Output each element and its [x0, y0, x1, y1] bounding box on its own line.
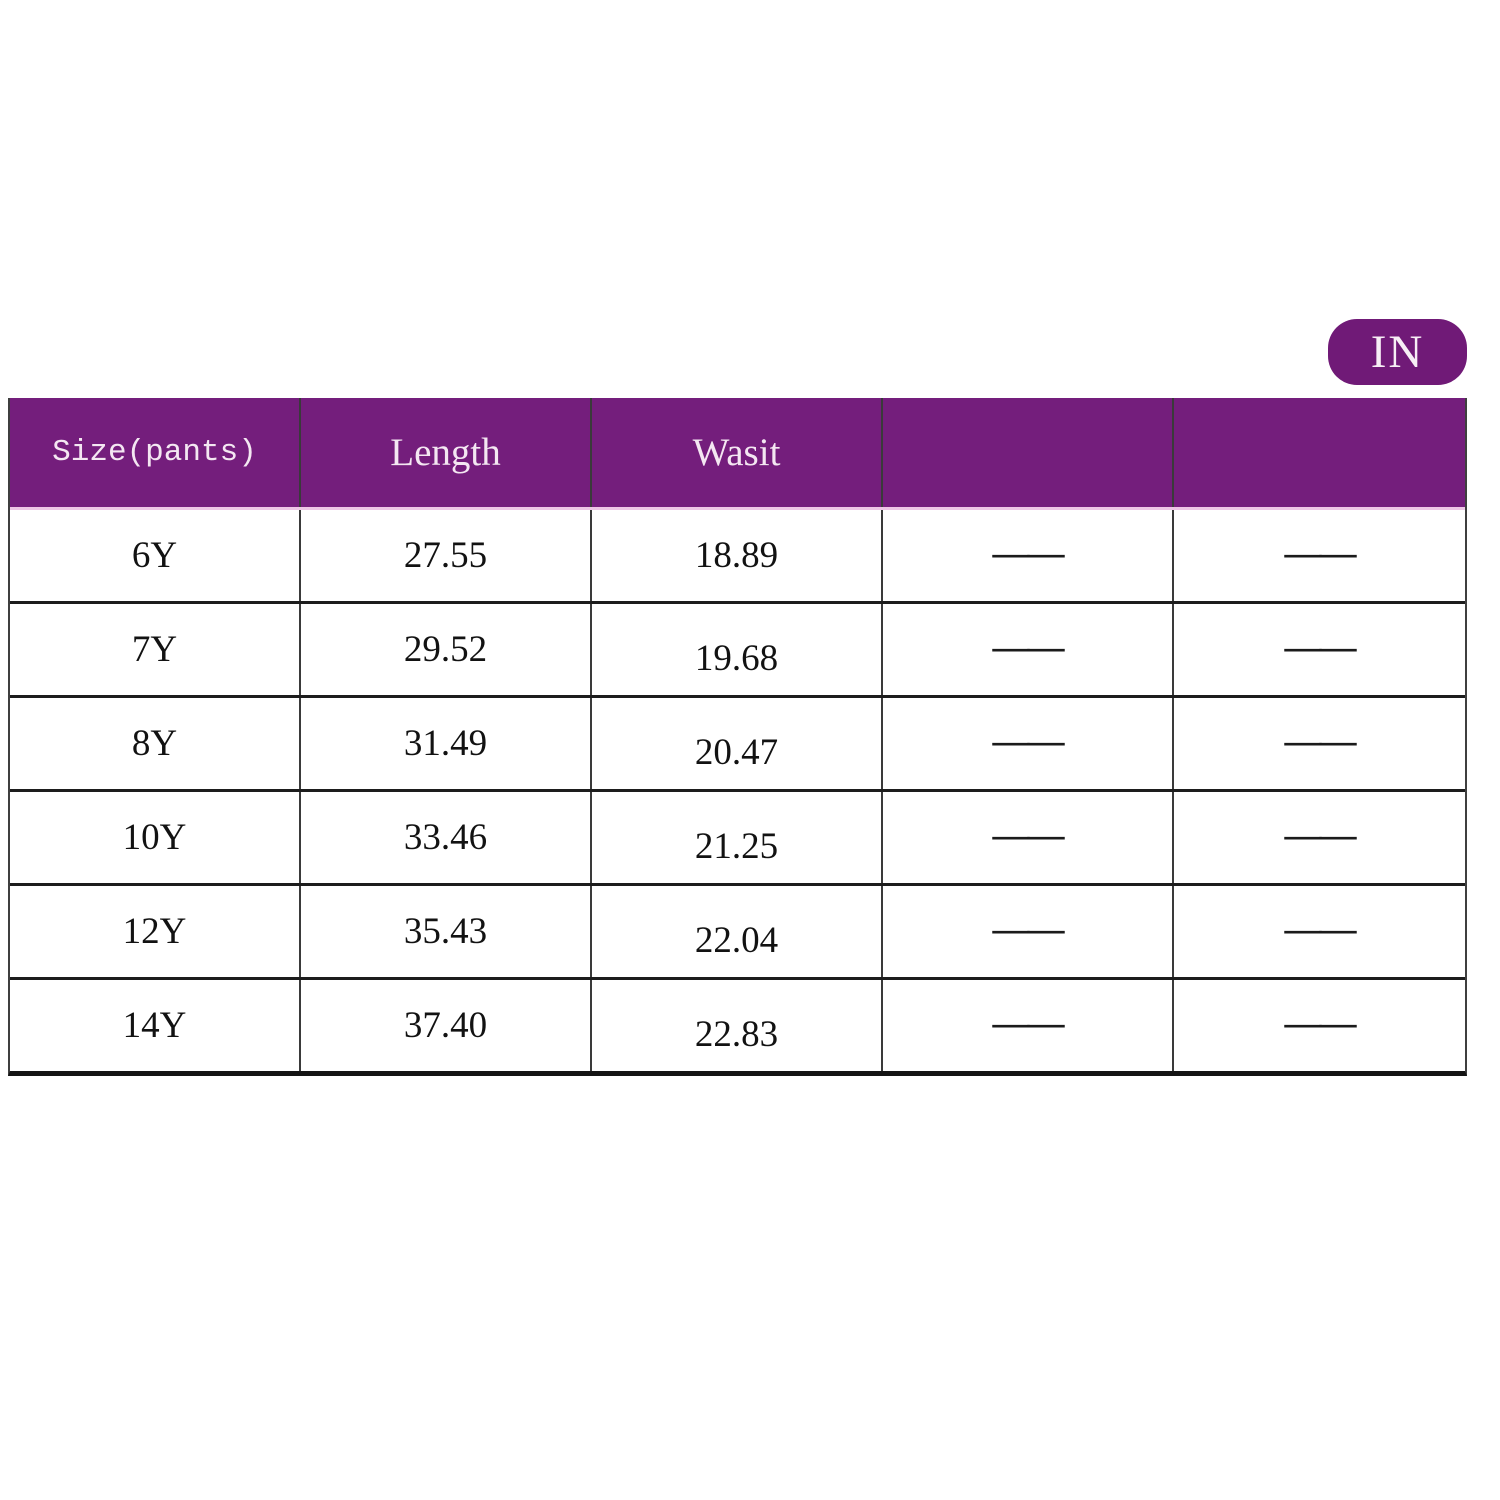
dash-line: ——: [1284, 627, 1357, 668]
dash-line: ——: [992, 909, 1065, 950]
dash-line: ——: [1284, 815, 1357, 856]
table-row: 12Y 35.43 22.04 —— ——: [10, 886, 1465, 980]
header-length-label: Length: [390, 431, 501, 474]
dash-line: ——: [992, 1003, 1065, 1044]
dash-line: ——: [1284, 1003, 1357, 1044]
table-row: 10Y 33.46 21.25 —— ——: [10, 792, 1465, 886]
size-cell: 6Y: [10, 510, 301, 601]
waist-cell: 22.04: [592, 886, 883, 977]
blank-cell-2: ——: [1174, 604, 1465, 695]
blank-cell-2: ——: [1174, 886, 1465, 977]
dash-line: ——: [1284, 533, 1357, 574]
dash-line: ——: [992, 627, 1065, 668]
size-cell: 10Y: [10, 792, 301, 883]
waist-cell: 19.68: [592, 604, 883, 695]
header-cell-size: Size(pants): [10, 398, 301, 507]
blank-cell-1: ——: [883, 980, 1174, 1071]
table-row: 6Y 27.55 18.89 —— ——: [10, 510, 1465, 604]
blank-cell-1: ——: [883, 698, 1174, 789]
length-cell: 33.46: [301, 792, 592, 883]
table-row: 7Y 29.52 19.68 —— ——: [10, 604, 1465, 698]
waist-cell: 22.83: [592, 980, 883, 1071]
blank-cell-1: ——: [883, 604, 1174, 695]
length-cell: 35.43: [301, 886, 592, 977]
size-cell: 12Y: [10, 886, 301, 977]
length-cell: 37.40: [301, 980, 592, 1071]
length-cell: 27.55: [301, 510, 592, 601]
header-cell-blank-1: [883, 398, 1174, 507]
unit-badge-label: IN: [1370, 326, 1425, 378]
header-cell-waist: Wasit: [592, 398, 883, 507]
size-cell: 8Y: [10, 698, 301, 789]
blank-cell-2: ——: [1174, 980, 1465, 1071]
header-cell-length: Length: [301, 398, 592, 507]
dash-line: ——: [992, 533, 1065, 574]
header-size-label: Size(pants): [52, 435, 257, 470]
blank-cell-2: ——: [1174, 792, 1465, 883]
header-cell-blank-2: [1174, 398, 1465, 507]
blank-cell-2: ——: [1174, 698, 1465, 789]
waist-cell: 20.47: [592, 698, 883, 789]
unit-badge: IN: [1328, 319, 1467, 385]
size-chart-table: Size(pants) Length Wasit 6Y 27.55 18.89 …: [8, 398, 1467, 1076]
length-cell: 29.52: [301, 604, 592, 695]
blank-cell-2: ——: [1174, 510, 1465, 601]
waist-cell: 18.89: [592, 510, 883, 601]
length-cell: 31.49: [301, 698, 592, 789]
blank-cell-1: ——: [883, 510, 1174, 601]
dash-line: ——: [1284, 909, 1357, 950]
dash-line: ——: [1284, 721, 1357, 762]
blank-cell-1: ——: [883, 886, 1174, 977]
table-row: 14Y 37.40 22.83 —— ——: [10, 980, 1465, 1071]
table-header-row: Size(pants) Length Wasit: [10, 398, 1465, 510]
dash-line: ——: [992, 815, 1065, 856]
waist-cell: 21.25: [592, 792, 883, 883]
blank-cell-1: ——: [883, 792, 1174, 883]
size-cell: 7Y: [10, 604, 301, 695]
dash-line: ——: [992, 721, 1065, 762]
size-cell: 14Y: [10, 980, 301, 1071]
header-waist-label: Wasit: [692, 431, 781, 474]
table-row: 8Y 31.49 20.47 —— ——: [10, 698, 1465, 792]
